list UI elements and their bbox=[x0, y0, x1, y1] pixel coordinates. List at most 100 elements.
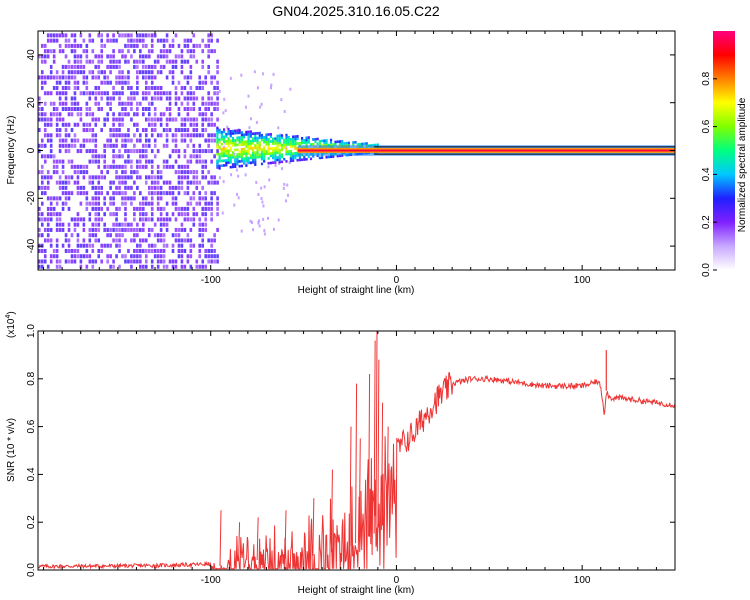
noise-cell bbox=[150, 206, 154, 211]
noise-cell bbox=[201, 222, 205, 227]
noise-cell bbox=[180, 49, 184, 54]
noise-cell bbox=[94, 64, 98, 69]
noise-cell bbox=[213, 75, 216, 80]
noise-cell bbox=[43, 238, 47, 243]
noise-cell bbox=[186, 96, 190, 101]
noise-cell bbox=[207, 248, 210, 253]
noise-cell bbox=[133, 143, 136, 148]
noise-cell bbox=[156, 133, 160, 138]
noise-cell bbox=[55, 128, 59, 133]
noise-cell bbox=[85, 59, 89, 64]
signal-cell bbox=[267, 152, 270, 155]
noise-cell bbox=[73, 43, 77, 48]
noise-cell bbox=[156, 259, 160, 264]
noise-cell bbox=[52, 85, 56, 90]
noise-cell bbox=[67, 206, 71, 211]
noise-cell bbox=[162, 243, 166, 248]
noise-cell bbox=[159, 96, 163, 101]
fade-cell bbox=[224, 141, 227, 145]
noise-cell bbox=[67, 149, 71, 154]
noise-cell bbox=[121, 138, 124, 143]
signal-cell bbox=[249, 154, 252, 157]
noise-cell bbox=[190, 270, 193, 274]
noise-cell bbox=[58, 149, 62, 154]
noise-cell bbox=[115, 217, 118, 222]
noise-cell bbox=[180, 185, 184, 190]
signal-cell bbox=[265, 143, 268, 146]
signal-cell bbox=[251, 156, 255, 159]
noise-cell bbox=[216, 180, 219, 185]
noise-cell bbox=[150, 149, 154, 154]
signal-cell bbox=[251, 161, 255, 164]
noise-cell bbox=[180, 91, 184, 96]
signal-cell bbox=[220, 159, 223, 163]
noise-cell bbox=[55, 117, 59, 122]
noise-cell bbox=[109, 201, 112, 206]
signal-cell bbox=[263, 159, 266, 163]
noise-cell bbox=[118, 101, 121, 106]
noise-cell bbox=[103, 222, 106, 227]
noise-cell bbox=[180, 264, 184, 269]
noise-cell bbox=[183, 43, 187, 48]
noise-cell bbox=[124, 238, 127, 243]
signal-cell bbox=[243, 159, 246, 163]
noise-cell bbox=[49, 227, 53, 232]
noise-cell bbox=[58, 185, 62, 190]
signal-cell bbox=[240, 143, 243, 146]
noise-cell bbox=[115, 175, 118, 180]
noise-cell bbox=[150, 75, 154, 80]
noise-cell bbox=[112, 85, 115, 90]
noise-cell bbox=[94, 206, 98, 211]
noise-cell bbox=[204, 112, 207, 117]
noise-cell bbox=[82, 164, 86, 169]
noise-cell bbox=[100, 191, 103, 196]
noise-cell bbox=[133, 196, 136, 201]
noise-cell bbox=[38, 96, 41, 101]
noise-cell bbox=[147, 91, 151, 96]
signal-cell bbox=[251, 149, 255, 152]
noise-cell bbox=[70, 75, 74, 80]
colorbar: 0.00.20.40.60.8 Normalized spectral ampl… bbox=[701, 31, 748, 277]
noise-cell bbox=[142, 212, 145, 217]
noise-cell bbox=[124, 170, 127, 175]
signal-cell bbox=[292, 152, 295, 155]
signal-cell bbox=[216, 160, 219, 163]
noise-cell bbox=[46, 122, 50, 127]
fade-cell bbox=[245, 160, 248, 164]
signal-cell bbox=[254, 146, 257, 150]
noise-cell bbox=[121, 80, 124, 85]
noise-cell bbox=[124, 212, 127, 217]
signal-cell bbox=[227, 139, 230, 143]
noise-cell bbox=[97, 159, 101, 164]
noise-cell bbox=[213, 91, 216, 96]
noise-cell bbox=[207, 180, 210, 185]
noise-cell bbox=[82, 185, 86, 190]
noise-cell bbox=[94, 185, 98, 190]
noise-cell bbox=[147, 122, 151, 127]
signal-cell bbox=[267, 157, 270, 160]
noise-cell bbox=[186, 212, 190, 217]
noise-cell bbox=[85, 264, 89, 269]
noise-cell bbox=[40, 59, 44, 64]
noise-cell bbox=[136, 222, 139, 227]
noise-cell bbox=[150, 191, 154, 196]
fade-cell bbox=[286, 183, 289, 187]
noise-cell bbox=[109, 38, 112, 43]
noise-cell bbox=[97, 117, 101, 122]
noise-cell bbox=[154, 270, 157, 274]
noise-cell bbox=[174, 117, 178, 122]
noise-cell bbox=[183, 217, 187, 222]
signal-cell bbox=[240, 147, 243, 151]
noise-cell bbox=[144, 70, 148, 75]
noise-cell bbox=[86, 270, 89, 274]
noise-cell bbox=[88, 201, 92, 206]
y-tick-label: 0.8 bbox=[26, 371, 37, 385]
noise-cell bbox=[61, 159, 65, 164]
noise-cell bbox=[142, 96, 145, 101]
signal-cell bbox=[343, 142, 346, 145]
signal-cell bbox=[283, 143, 286, 147]
fade-cell bbox=[221, 211, 224, 215]
noise-cell bbox=[165, 96, 169, 101]
noise-cell bbox=[177, 149, 181, 154]
noise-cell bbox=[91, 264, 95, 269]
